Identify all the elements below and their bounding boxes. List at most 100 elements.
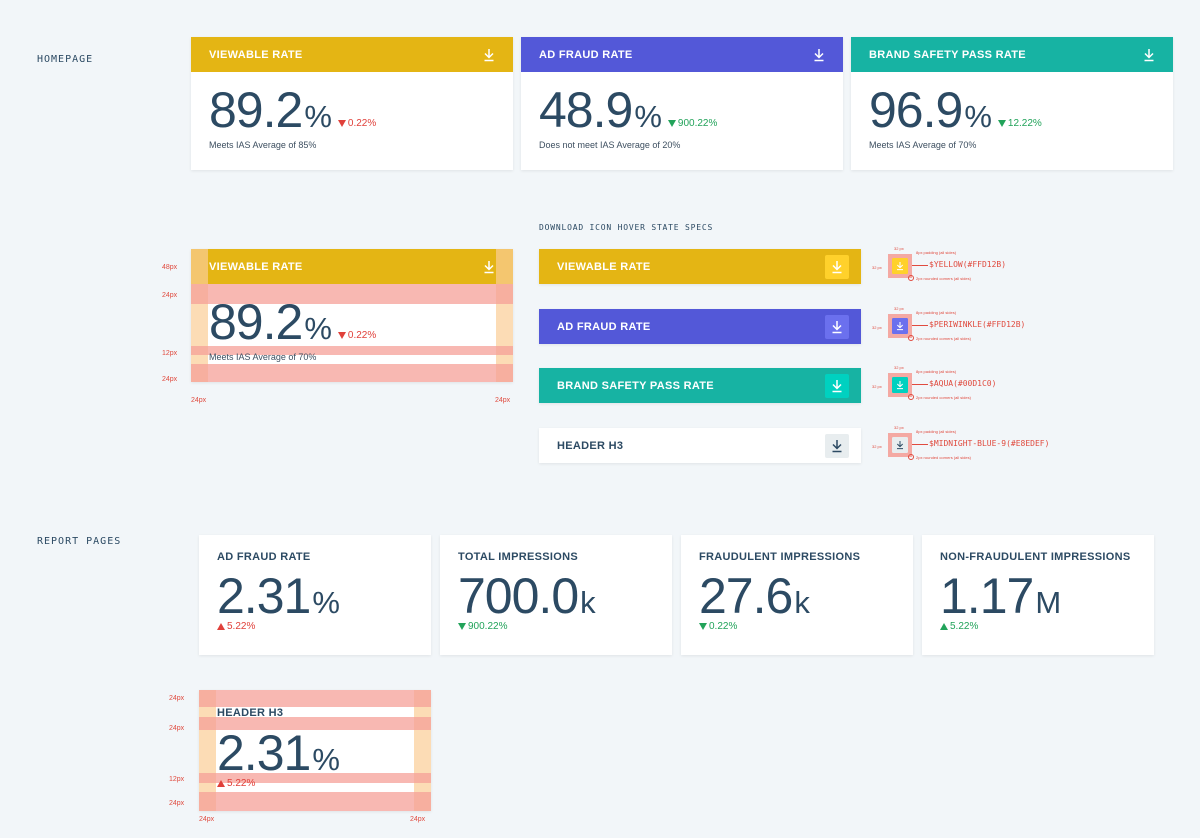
bar-header: VIEWABLE RATE: [539, 249, 861, 284]
delta-arrow: [940, 623, 948, 630]
download-icon[interactable]: [825, 255, 849, 279]
header-bar: AD FRAUD RATE: [539, 309, 861, 344]
delta-text: 5.22%: [227, 778, 256, 789]
spacing-overlay: [191, 346, 513, 355]
spacing-label: 24px: [162, 292, 178, 299]
delta-arrow: [699, 623, 707, 630]
spacing-label: 24px: [191, 397, 207, 404]
kpi-card: AD FRAUD RATE 48.9% 900.22% Does not meet I…: [521, 37, 843, 170]
color-token: $MIDNIGHT-BLUE-9(#E8EDEF): [929, 439, 1050, 448]
download-icon[interactable]: [892, 437, 908, 453]
metric-unit: %: [312, 585, 340, 620]
download-icon[interactable]: [825, 315, 849, 339]
delta-text: 900.22%: [468, 621, 508, 632]
corner-dot: [908, 394, 914, 400]
metric-unit: M: [1035, 585, 1062, 620]
annotation-padding: 8px padding (all sides): [916, 429, 957, 434]
report-title: FRAUDULENT IMPRESSIONS: [699, 551, 861, 563]
delta: 0.22%: [699, 621, 899, 632]
spacing-overlay: [208, 249, 496, 284]
annotation-size: 32 px: [894, 365, 904, 370]
metric-unit: k: [794, 585, 810, 620]
card-header: AD FRAUD RATE: [521, 37, 843, 72]
spacing-overlay: [199, 773, 431, 783]
annotation-padding: 8px padding (all sides): [916, 369, 957, 374]
spacing-label: 12px: [162, 350, 178, 357]
delta-arrow: [217, 780, 225, 787]
spacing-label: 24px: [169, 800, 185, 807]
bar-header: BRAND SAFETY PASS RATE: [539, 368, 861, 403]
spacing-overlay: [191, 364, 513, 382]
color-token: $AQUA(#00D1C0): [929, 379, 997, 388]
card-header: VIEWABLE RATE: [191, 249, 513, 284]
metric-unit: %: [304, 99, 332, 134]
delta-text: 0.22%: [709, 621, 738, 632]
delta-arrow: [997, 120, 1006, 127]
metric-number: 2.31: [217, 725, 311, 781]
leader-line: [912, 444, 928, 445]
delta-text: 12.22%: [1007, 118, 1042, 129]
section-label: HOMEPAGE: [37, 54, 94, 65]
report-title: AD FRAUD RATE: [217, 551, 311, 563]
annotation-size: 32 px: [872, 325, 882, 330]
kpi-card: BRAND SAFETY PASS RATE 96.9% 12.22% Meets I…: [851, 37, 1173, 170]
download-icon[interactable]: [1137, 43, 1161, 67]
download-icon[interactable]: [892, 318, 908, 334]
card-header: VIEWABLE RATE: [191, 37, 513, 72]
spacing-overlay: [199, 690, 431, 707]
metric-number: 96.9: [869, 82, 963, 138]
metric-unit: %: [634, 99, 662, 134]
delta-text: 0.22%: [347, 330, 377, 341]
delta-text: 0.22%: [347, 118, 377, 129]
download-icon[interactable]: [477, 43, 501, 67]
download-icon[interactable]: [807, 43, 831, 67]
card-note: Meets IAS Average of 70%: [869, 140, 977, 150]
spacing-overlay: [199, 717, 431, 730]
annotation-size: 32 px: [894, 425, 904, 430]
report-title: NON-FRAUDULENT IMPRESSIONS: [940, 551, 1131, 563]
metric-number: 89.2: [209, 82, 303, 138]
corner-dot: [908, 335, 914, 341]
delta-arrow: [458, 623, 466, 630]
spacing-label: 24px: [199, 816, 215, 823]
annotation-padding: 8px padding (all sides): [916, 310, 957, 315]
leader-line: [912, 384, 928, 385]
delta-text: 900.22%: [677, 118, 718, 129]
bar-title: HEADER H3: [557, 439, 624, 452]
spacing-label: 24px: [162, 376, 178, 383]
delta: 5.22%: [217, 778, 417, 789]
annotation-size: 32 px: [894, 306, 904, 311]
spacing-overlay: [191, 284, 513, 304]
download-icon[interactable]: [825, 434, 849, 458]
bar-title: VIEWABLE RATE: [557, 260, 651, 273]
delta: 12.22%: [997, 118, 1042, 129]
delta-arrow: [667, 120, 676, 127]
download-icon[interactable]: [892, 258, 908, 274]
metric-unit: %: [312, 742, 340, 777]
metric-value: 1.17 M 5.22%: [940, 567, 1140, 632]
download-icon[interactable]: [892, 377, 908, 393]
bar-title: AD FRAUD RATE: [557, 320, 651, 333]
spacing-overlay: [199, 792, 431, 811]
delta: 5.22%: [940, 621, 1140, 632]
spacing-label: 24px: [169, 695, 185, 702]
download-icon[interactable]: [825, 374, 849, 398]
icon-annotation: 32 px 32 px 8px padding (all sides) 2px rou…: [872, 425, 1092, 467]
metric-value: 700.0 k 900.22%: [458, 567, 658, 632]
card-title: BRAND SAFETY PASS RATE: [869, 48, 1026, 61]
delta: 5.22%: [217, 621, 417, 632]
annotation-corner: 2px rounded corners (all sides): [916, 336, 971, 341]
metric-value: 89.2% 0.22%: [209, 293, 376, 351]
delta-arrow: [217, 623, 225, 630]
card-title: VIEWABLE RATE: [209, 48, 303, 61]
report-card: TOTAL IMPRESSIONS 700.0 k 900.22%: [440, 535, 672, 655]
metric-unit: %: [964, 99, 992, 134]
download-icon[interactable]: [477, 255, 501, 279]
spacing-label: 24px: [410, 816, 426, 823]
annotation-size: 32 px: [872, 444, 882, 449]
color-token: $YELLOW(#FFD12B): [929, 260, 1007, 269]
metric-number: 700.0: [458, 568, 579, 624]
color-token: $PERIWINKLE(#FFD12B): [929, 320, 1026, 329]
annotation-size: 32 px: [872, 384, 882, 389]
